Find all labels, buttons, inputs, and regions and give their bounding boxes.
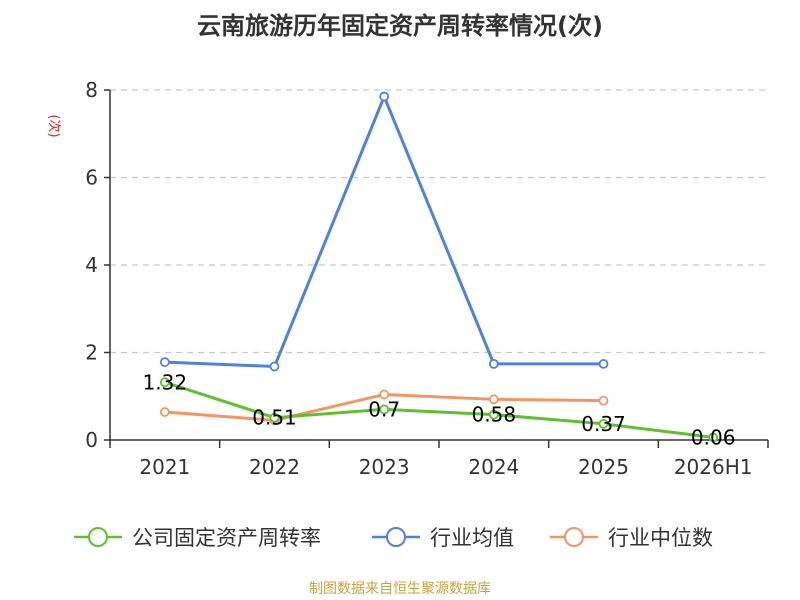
x-tick-label: 2021 xyxy=(139,455,190,479)
series-line-industry_avg xyxy=(164,95,604,368)
data-point-company xyxy=(379,404,390,415)
x-tick-label: 2024 xyxy=(468,455,519,479)
data-point-industry_avg xyxy=(598,358,609,369)
legend-swatch-marker xyxy=(386,527,406,547)
data-point-company xyxy=(159,377,170,388)
data-point-industry_median xyxy=(379,389,390,400)
data-point-company xyxy=(269,412,280,423)
x-tick-label: 2026H1 xyxy=(674,455,753,479)
grid-lines xyxy=(110,89,768,354)
legend-label: 行业中位数 xyxy=(608,526,713,550)
data-label: 1.32 xyxy=(143,370,188,394)
y-tick-label: 0 xyxy=(85,428,98,452)
x-tick-label: 2025 xyxy=(578,455,629,479)
data-point-company xyxy=(708,432,719,443)
axes: 0 2 4 6 8 2021 2022 2023 2024 2025 2026H1 xyxy=(85,78,769,479)
data-point-industry_avg xyxy=(488,358,499,369)
chart-title: 云南旅游历年固定资产周转率情况(次) xyxy=(197,12,603,40)
y-tick-label: 2 xyxy=(85,341,98,365)
data-point-industry_avg xyxy=(379,91,390,102)
data-point-company xyxy=(488,409,499,420)
legend-swatch-marker xyxy=(88,527,108,547)
y-tick-label: 4 xyxy=(85,253,98,277)
y-tick-label: 8 xyxy=(85,78,98,102)
data-labels: 1.32 0.51 0.7 0.58 0.37 0.06 xyxy=(143,370,736,449)
source-note: 制图数据来自恒生聚源数据库 xyxy=(309,581,491,597)
x-tick-label: 2023 xyxy=(359,455,410,479)
data-point-industry_median xyxy=(159,407,170,417)
data-label: 0.51 xyxy=(252,406,297,430)
legend-label: 行业均值 xyxy=(430,526,514,550)
y-axis-unit-label: (次) xyxy=(46,114,62,137)
series-line-company xyxy=(164,380,714,439)
legend-swatch-marker xyxy=(564,527,584,547)
data-point-industry_avg xyxy=(159,357,170,368)
data-label: 0.06 xyxy=(691,425,736,449)
legend-label: 公司固定资产周转率 xyxy=(132,526,321,550)
legend: 公司固定资产周转率 行业均值 行业中位数 xyxy=(74,526,713,550)
data-point-industry_avg xyxy=(269,361,280,372)
data-point-industry_median xyxy=(488,394,499,405)
data-label: 0.37 xyxy=(581,412,626,436)
x-tick-label: 2022 xyxy=(249,455,300,479)
y-tick-label: 6 xyxy=(85,166,98,190)
data-label: 0.58 xyxy=(472,403,517,427)
data-point-company xyxy=(598,418,609,429)
data-label: 0.7 xyxy=(368,397,400,421)
data-point-industry_median xyxy=(598,395,609,406)
series-layer xyxy=(159,91,719,443)
